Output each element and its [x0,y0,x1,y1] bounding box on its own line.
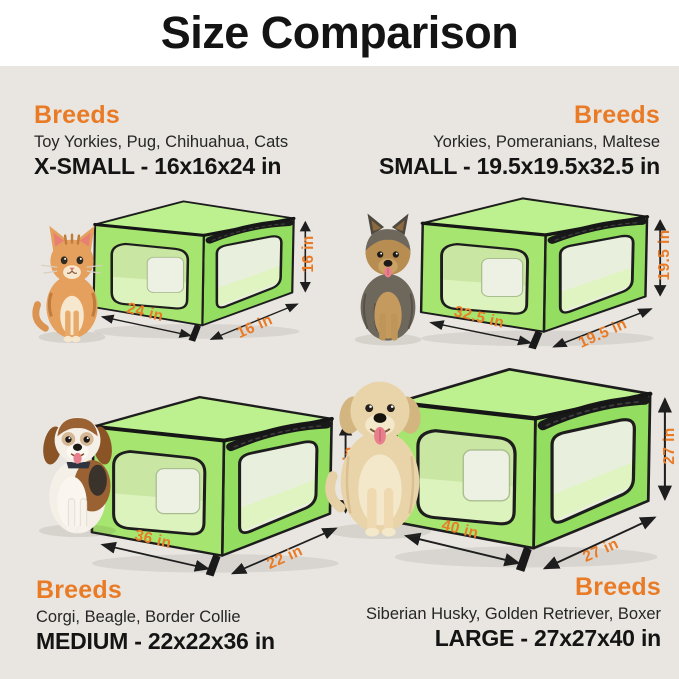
section-large-text: Breeds Siberian Husky, Golden Retriever,… [291,573,661,651]
size-label: LARGE - 27x27x40 in [434,624,662,651]
section-x-small-text: Breeds Toy Yorkies, Pug, Chihuahua, Cats… [34,101,344,179]
golden-retriever-illustration [318,358,442,540]
crate-small: 32.5 in 19.5 in 19.5 in [408,184,673,354]
breeds-list: Siberian Husky, Golden Retriever, Boxer [366,604,661,623]
section-small-text: Breeds Yorkies, Pomeranians, Maltese SMA… [320,101,660,179]
breeds-list: Toy Yorkies, Pug, Chihuahua, Cats [34,132,289,151]
height-dimension-label: 19.5 in [655,229,673,281]
size-label: X-SMALL - 16x16x24 in [34,152,282,179]
crate-illustration [408,184,670,354]
page-title: Size Comparison [160,7,519,58]
height-dimension-label: 27 in [661,427,679,465]
cat-illustration [26,216,118,344]
yorkshire-terrier-illustration [344,206,432,350]
breeds-heading: Breeds [34,101,120,129]
breeds-heading: Breeds [575,573,661,601]
height-dimension-label: 16 in [300,235,318,274]
breeds-heading: Breeds [36,576,122,604]
size-label: SMALL - 19.5x19.5x32.5 in [379,152,660,179]
section-medium-text: Breeds Corgi, Beagle, Border Collie MEDI… [36,576,356,654]
breeds-list: Corgi, Beagle, Border Collie [36,607,241,626]
size-label: MEDIUM - 22x22x36 in [36,627,275,654]
breeds-list: Yorkies, Pomeranians, Maltese [433,132,660,151]
breeds-heading: Breeds [574,101,660,129]
title-band: Size Comparison [0,0,679,66]
beagle-illustration [24,396,132,538]
